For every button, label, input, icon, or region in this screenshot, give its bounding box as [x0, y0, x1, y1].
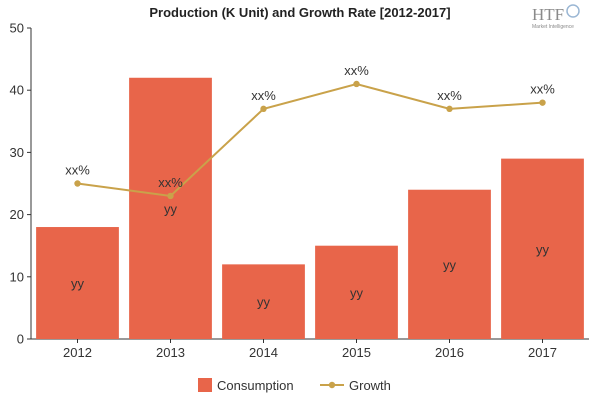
- growth-point-2013[interactable]: [167, 192, 174, 200]
- y-tick-label: 50: [10, 21, 24, 36]
- growth-line: [77, 82, 543, 197]
- x-tick-label: 2014: [249, 345, 278, 360]
- bar-data-label: yy: [71, 276, 85, 291]
- legend-consumption-swatch: [198, 378, 212, 392]
- bar-consumption-2016[interactable]: [408, 189, 491, 339]
- bar-consumption-2015[interactable]: [315, 245, 398, 339]
- growth-data-label: xx%: [251, 88, 276, 103]
- bar-consumption-2017[interactable]: [501, 158, 584, 339]
- y-tick-label: 30: [10, 145, 24, 160]
- growth-point-2016[interactable]: [446, 105, 453, 113]
- bar-data-label: yy: [443, 257, 457, 272]
- logo-globe-icon: [566, 4, 580, 18]
- growth-data-label: xx%: [344, 63, 369, 78]
- legend-growth-marker: [328, 381, 336, 389]
- y-tick-label: 10: [10, 269, 24, 284]
- chart-title: Production (K Unit) and Growth Rate [201…: [149, 5, 450, 20]
- logo-text: HTF: [532, 5, 564, 24]
- legend-consumption-label: Consumption: [217, 378, 294, 393]
- growth-point-2015[interactable]: [353, 80, 360, 88]
- growth-point-2014[interactable]: [260, 105, 267, 113]
- bar-consumption-2013[interactable]: [129, 77, 212, 339]
- x-tick-label: 2013: [156, 345, 185, 360]
- bar-data-label: yy: [536, 242, 550, 257]
- growth-data-label: xx%: [437, 88, 462, 103]
- growth-data-label: xx%: [65, 163, 90, 178]
- growth-point-2017[interactable]: [539, 99, 546, 106]
- growth-point-2012[interactable]: [74, 180, 81, 187]
- bar-data-label: yy: [350, 285, 364, 300]
- htf-logo: HTF Market Intelligence: [532, 4, 580, 30]
- bar-consumption-2014[interactable]: [222, 264, 305, 339]
- y-tick-label: 0: [17, 332, 24, 347]
- legend-growth-label: Growth: [349, 378, 391, 393]
- bar-consumption-2012[interactable]: [36, 227, 119, 339]
- y-tick-label: 20: [10, 207, 24, 222]
- bar-data-label: yy: [164, 201, 178, 216]
- x-tick-label: 2012: [63, 345, 92, 360]
- logo-subtitle: Market Intelligence: [532, 24, 574, 30]
- bar-data-label: yy: [257, 295, 271, 310]
- x-tick-label: 2015: [342, 345, 371, 360]
- y-tick-label: 40: [10, 83, 24, 98]
- x-tick-label: 2016: [435, 345, 464, 360]
- x-tick-label: 2017: [528, 345, 557, 360]
- growth-data-label: xx%: [530, 82, 555, 97]
- growth-data-label: xx%: [158, 175, 183, 190]
